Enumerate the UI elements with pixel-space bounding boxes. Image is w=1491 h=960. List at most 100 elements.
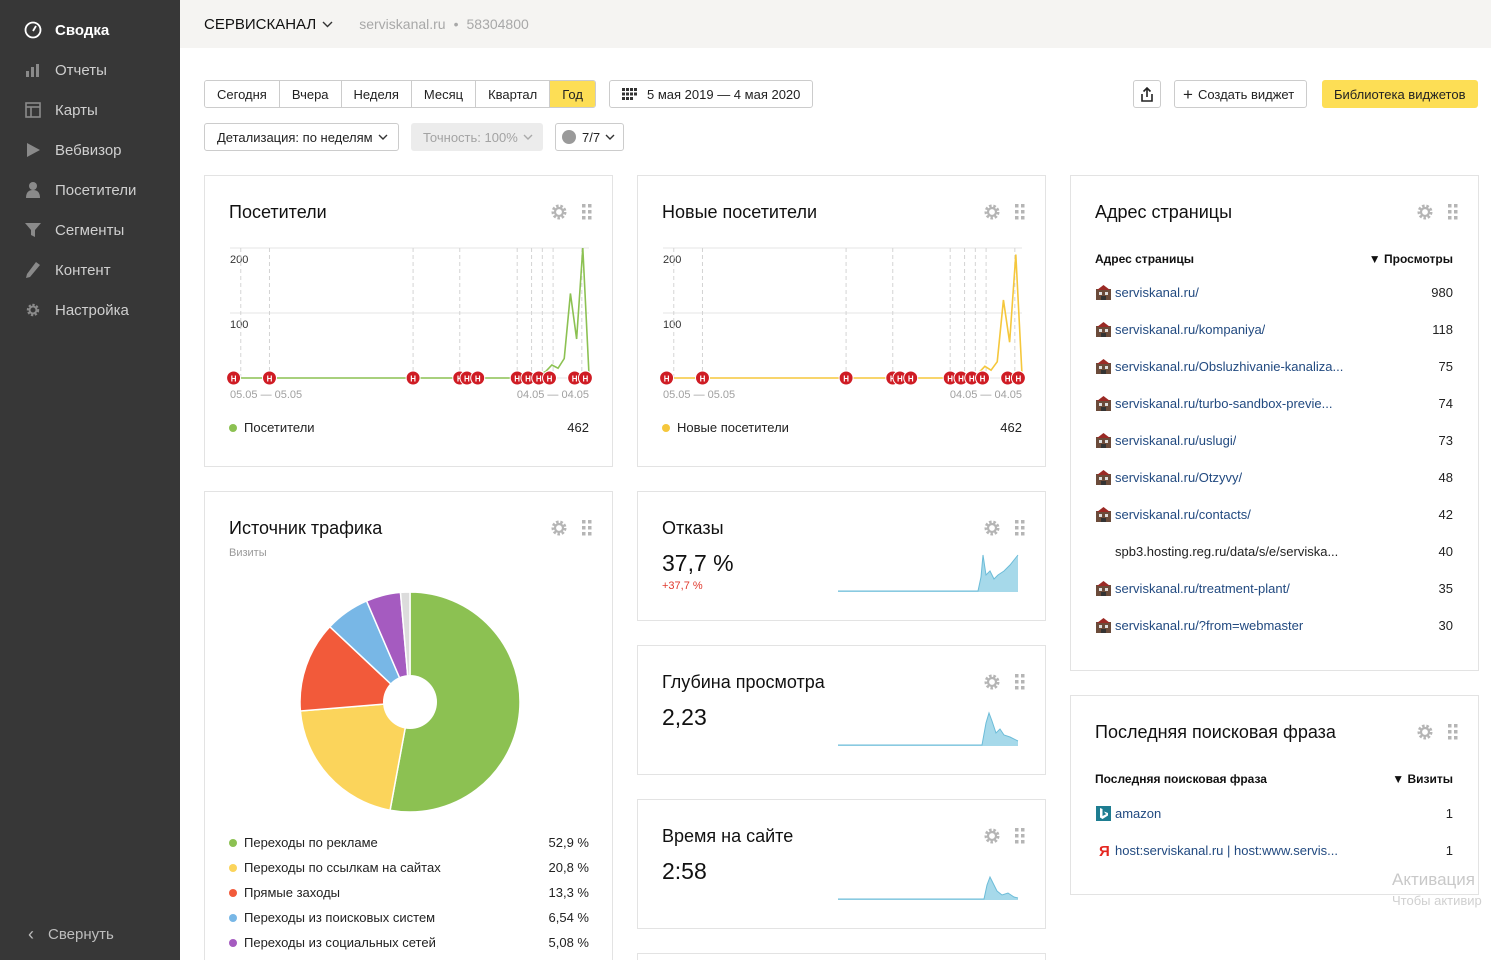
column-views[interactable]: ▼ Просмотры [1368, 252, 1453, 266]
sidebar-item-visitors[interactable]: Посетители [0, 170, 180, 210]
widget-tools [550, 519, 592, 537]
activation-watermark-title: Активация [1392, 870, 1475, 889]
accuracy-dropdown[interactable]: Точность: 100% [411, 123, 543, 151]
x-range-end: 04.05 — 04.05 [517, 389, 589, 401]
gear-icon[interactable] [983, 827, 1001, 845]
gear-icon[interactable] [550, 203, 568, 221]
site-favicon-icon [1095, 506, 1111, 522]
counter-selector[interactable]: СЕРВИСКАНАЛ [204, 16, 333, 33]
drag-handle-icon[interactable] [1015, 828, 1025, 844]
page-url-link[interactable]: serviskanal.ru/ [1115, 284, 1199, 300]
period-month-button[interactable]: Месяц [411, 81, 477, 107]
chevron-down-icon [605, 134, 615, 140]
x-range-start: 05.05 — 05.05 [230, 389, 302, 401]
drag-handle-icon[interactable] [1015, 520, 1025, 536]
drag-handle-icon[interactable] [1448, 724, 1458, 740]
legend-label: Переходы из социальных сетей [244, 935, 436, 950]
page-url-link[interactable]: serviskanal.ru/Obsluzhivanie-kanaliza... [1115, 358, 1344, 374]
site-favicon-icon [1095, 358, 1111, 374]
detail-dropdown[interactable]: Детализация: по неделям [204, 123, 399, 151]
svg-text:H: H [843, 375, 849, 384]
gear-icon[interactable] [983, 519, 1001, 537]
bounce-sparkline [838, 554, 1019, 592]
create-widget-button[interactable]: + Создать виджет [1174, 80, 1308, 108]
blank-favicon [1095, 543, 1111, 559]
svg-text:H: H [547, 375, 553, 384]
traffic-donut-chart [299, 591, 521, 813]
pie-slice [399, 591, 411, 703]
svg-text:H: H [897, 375, 903, 384]
page-url-link[interactable]: serviskanal.ru/contacts/ [1115, 506, 1251, 522]
svg-text:H: H [664, 375, 670, 384]
page-url-link: spb3.hosting.reg.ru/data/s/e/serviska... [1115, 543, 1339, 559]
period-quarter-button[interactable]: Квартал [476, 81, 551, 107]
gear-icon[interactable] [1416, 723, 1434, 741]
sidebar-item-label: Карты [55, 101, 98, 119]
segments-dropdown[interactable]: 7/7 [555, 123, 625, 151]
widget-title: Посетители [229, 202, 327, 222]
column-visits[interactable]: ▼ Визиты [1392, 772, 1453, 786]
page-url-link[interactable]: serviskanal.ru/kompaniya/ [1115, 321, 1266, 337]
legend-label: Переходы из поисковых систем [244, 910, 436, 925]
phrase-link[interactable]: amazon [1115, 805, 1162, 821]
metric-delta: +37,7 % [662, 580, 703, 592]
gear-icon[interactable] [550, 519, 568, 537]
table-row: serviskanal.ru/980 [1095, 284, 1453, 300]
drag-handle-icon[interactable] [582, 520, 592, 536]
annotation-pin: H [838, 370, 854, 386]
sidebar-item-reports[interactable]: Отчеты [0, 50, 180, 90]
page-url-link[interactable]: serviskanal.ru/turbo-sandbox-previe... [1115, 395, 1333, 411]
period-yesterday-button[interactable]: Вчера [279, 81, 342, 107]
sidebar-item-maps[interactable]: Карты [0, 90, 180, 130]
search-phrase-widget: Последняя поисковая фраза Последняя поис… [1070, 695, 1479, 895]
page-url-link[interactable]: serviskanal.ru/?from=webmaster [1115, 617, 1304, 633]
series-line [663, 254, 1023, 379]
drag-handle-icon[interactable] [582, 204, 592, 220]
svg-text:H: H [231, 375, 237, 384]
annotation-pin: H [975, 370, 991, 386]
table-row: spb3.hosting.reg.ru/data/s/e/serviska...… [1095, 543, 1453, 559]
chart-legend: Посетители 462 [229, 420, 589, 435]
export-button[interactable] [1133, 80, 1161, 108]
site-favicon-icon [1095, 284, 1111, 300]
drag-handle-icon[interactable] [1015, 204, 1025, 220]
period-today-button[interactable]: Сегодня [205, 81, 280, 107]
row-value: 74 [1438, 395, 1453, 411]
date-range-picker[interactable]: 5 мая 2019 — 4 мая 2020 [609, 80, 814, 108]
y-tick-label: 200 [230, 254, 248, 266]
drag-handle-icon[interactable] [1015, 674, 1025, 690]
site-favicon-icon [1095, 395, 1111, 411]
page-url-link[interactable]: serviskanal.ru/uslugi/ [1115, 432, 1237, 448]
gear-icon[interactable] [1416, 203, 1434, 221]
sidebar-item-label: Сводка [55, 21, 110, 39]
table-row: serviskanal.ru/uslugi/73 [1095, 432, 1453, 448]
pie-legend-item: Переходы по ссылкам на сайтах 20,8 % [229, 860, 589, 875]
table-row: serviskanal.ru/kompaniya/118 [1095, 321, 1453, 337]
page-url-link[interactable]: serviskanal.ru/treatment-plant/ [1115, 580, 1290, 596]
column-phrase: Последняя поисковая фраза [1095, 772, 1267, 786]
drag-handle-icon[interactable] [1448, 204, 1458, 220]
page-url-link[interactable]: serviskanal.ru/Otzyvy/ [1115, 469, 1243, 485]
gear-icon[interactable] [983, 203, 1001, 221]
gear-icon[interactable] [983, 673, 1001, 691]
sidebar-item-settings[interactable]: Настройка [0, 290, 180, 330]
counter-header: СЕРВИСКАНАЛ serviskanal.ru • 58304800 [180, 0, 1491, 48]
row-value: 980 [1431, 284, 1453, 300]
period-week-button[interactable]: Неделя [341, 81, 412, 107]
site-favicon-icon [1095, 432, 1111, 448]
legend-value: 13,3 % [548, 885, 589, 900]
sidebar-item-webvisor[interactable]: Вебвизор [0, 130, 180, 170]
row-value: 35 [1438, 580, 1453, 596]
legend-value: 6,54 % [548, 910, 589, 925]
sidebar-item-content[interactable]: Контент [0, 250, 180, 290]
sidebar-item-segments[interactable]: Сегменты [0, 210, 180, 250]
widget-library-button[interactable]: Библиотека виджетов [1322, 80, 1478, 108]
sidebar-item-summary[interactable]: Сводка [0, 10, 180, 50]
collapse-label: Свернуть [48, 925, 114, 943]
widget-title: Новые посетители [662, 202, 818, 222]
collapse-sidebar-button[interactable]: ‹ Свернуть [0, 908, 180, 960]
period-year-button[interactable]: Год [550, 81, 595, 107]
y-tick-label: 100 [230, 319, 248, 331]
phrase-link[interactable]: host:serviskanal.ru | host:www.servis... [1115, 842, 1339, 858]
metric-value: 37,7 % [662, 550, 734, 576]
